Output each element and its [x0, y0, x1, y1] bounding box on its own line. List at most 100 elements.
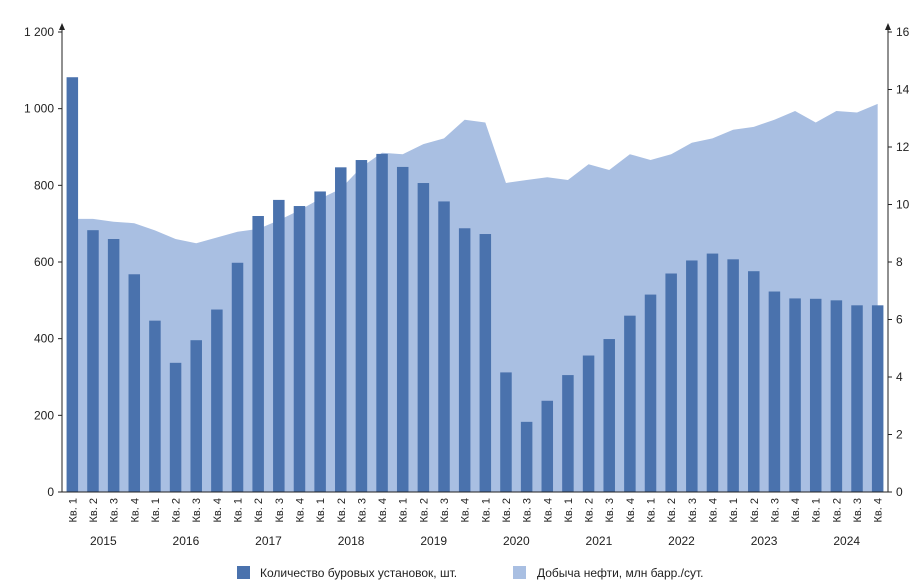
y-left-tick-label: 200 [34, 408, 54, 422]
y-right-tick-label: 12 [896, 140, 910, 154]
rig-bar [479, 234, 492, 492]
x-tick-label: Кв. 1 [811, 498, 823, 522]
rig-bar [128, 274, 141, 492]
x-tick-label: Кв. 3 [687, 498, 699, 522]
legend-label-production: Добыча нефти, млн барр./сут. [537, 566, 703, 580]
rig-bar [851, 305, 863, 492]
x-tick-label: Кв. 2 [336, 498, 348, 522]
year-label: 2015 [90, 534, 117, 548]
rig-bar [603, 339, 615, 492]
y-left-tick-label: 1 000 [24, 102, 54, 116]
y-right-axis-arrow [885, 23, 891, 30]
rig-bar [273, 199, 285, 492]
rig-bar [562, 375, 574, 492]
y-right-tick-label: 6 [896, 313, 903, 327]
rig-bar [665, 273, 677, 492]
x-tick-label: Кв. 2 [666, 498, 678, 522]
rig-bars-layer [66, 77, 884, 492]
rig-bar [768, 291, 781, 492]
x-tick-label: Кв. 3 [522, 498, 534, 522]
x-tick-label: Кв. 3 [604, 498, 616, 522]
x-tick-label: Кв. 2 [253, 498, 265, 522]
rig-bar [830, 300, 843, 492]
x-axis-labels: Кв. 1 Кв. 2 Кв. 3 Кв. 4 Кв. 1 Кв. 2 Кв. 3 Кв. 4… [67, 498, 884, 548]
x-tick-label: Кв. 4 [212, 498, 224, 522]
rig-bar [871, 305, 884, 492]
y-right-tick-label: 14 [896, 83, 910, 97]
x-tick-label: Кв. 4 [873, 498, 885, 522]
x-tick-label: Кв. 1 [563, 498, 575, 522]
rig-bar [190, 340, 202, 492]
x-tick-label: Кв. 1 [398, 498, 410, 522]
rig-bar [149, 320, 161, 492]
y-left-tick-label: 1 200 [24, 25, 54, 39]
x-tick-label: Кв. 1 [728, 498, 740, 522]
rig-bar [809, 298, 822, 492]
y-right-tick-label: 16 [896, 25, 910, 39]
rig-bar [355, 160, 368, 492]
rig-bar [87, 230, 99, 492]
rig-bar [500, 372, 512, 492]
rig-bar [624, 315, 636, 492]
rig-bar [417, 183, 430, 492]
year-label: 2017 [255, 534, 282, 548]
y-right-tick-label: 2 [896, 428, 903, 442]
x-tick-label: Кв. 3 [439, 498, 451, 522]
x-tick-label: Кв. 4 [129, 498, 141, 522]
y-left-tick-label: 400 [34, 332, 54, 346]
x-tick-label: Кв. 4 [294, 498, 306, 522]
x-tick-label: Кв. 2 [88, 498, 100, 522]
rig-bar [458, 228, 471, 492]
x-tick-label: Кв. 2 [171, 498, 183, 522]
rig-bar [686, 260, 698, 492]
legend: Количество буровых установок, шт. Добыча… [237, 566, 703, 580]
x-tick-label: Кв. 1 [315, 498, 327, 522]
y-right-tick-label: 10 [896, 198, 910, 212]
x-tick-label: Кв. 1 [646, 498, 658, 522]
x-tick-label: Кв. 3 [109, 498, 121, 522]
rig-bar [706, 253, 719, 492]
x-tick-label: Кв. 3 [356, 498, 368, 522]
x-tick-label: Кв. 1 [480, 498, 492, 522]
y-right-tick-label: 0 [896, 485, 903, 499]
x-tick-label: Кв. 4 [460, 498, 472, 522]
rig-bar [644, 294, 657, 492]
year-label: 2022 [668, 534, 695, 548]
axes-layer: 0 200 400 600 800 1 000 1 200 0 2 4 6 8 10 12 14 16 [24, 23, 910, 499]
rig-bar [169, 362, 182, 492]
x-tick-label: Кв. 2 [418, 498, 430, 522]
year-label: 2023 [751, 534, 778, 548]
x-tick-label: Кв. 4 [377, 498, 389, 522]
x-tick-label: Кв. 2 [501, 498, 513, 522]
year-label: 2016 [173, 534, 200, 548]
year-label: 2018 [338, 534, 365, 548]
y-right-tick-label: 8 [896, 255, 903, 269]
legend-swatch-production [513, 566, 526, 579]
x-tick-label: Кв. 4 [542, 498, 554, 522]
rig-bar [376, 153, 388, 492]
year-label: 2024 [833, 534, 860, 548]
rig-bar [293, 206, 306, 492]
year-label: 2020 [503, 534, 530, 548]
x-tick-label: Кв. 4 [625, 498, 637, 522]
year-label: 2019 [420, 534, 447, 548]
x-tick-label: Кв. 2 [831, 498, 843, 522]
x-tick-label: Кв. 3 [769, 498, 781, 522]
rig-bar [107, 239, 120, 492]
rig-bar [252, 216, 264, 492]
x-tick-label: Кв. 3 [191, 498, 203, 522]
rig-bar [520, 421, 533, 492]
y-right-tick-label: 4 [896, 370, 903, 384]
rig-bar [789, 298, 801, 492]
x-tick-label: Кв. 3 [852, 498, 864, 522]
rig-bar [727, 259, 739, 492]
x-tick-label: Кв. 2 [749, 498, 761, 522]
x-tick-label: Кв. 1 [150, 498, 162, 522]
x-tick-label: Кв. 4 [707, 498, 719, 522]
rig-bar [582, 355, 595, 492]
rig-bar [211, 309, 223, 492]
legend-swatch-rigs [237, 566, 250, 579]
x-tick-label: Кв. 1 [67, 498, 79, 522]
rig-bar [231, 262, 244, 492]
